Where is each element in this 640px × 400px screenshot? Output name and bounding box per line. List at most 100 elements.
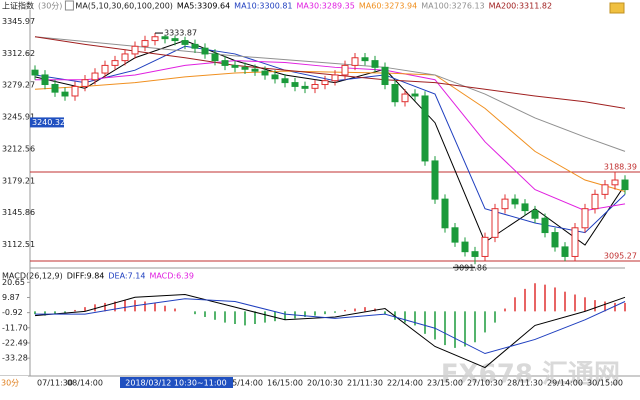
cursor-price: 3240.32 (32, 118, 65, 127)
indicator-box (64, 0, 74, 11)
candle-body (251, 68, 259, 72)
y-tick-label: 3312.62 (2, 49, 35, 58)
x-tick-label: 29/14:00 (547, 379, 583, 388)
candle-body (201, 47, 209, 55)
toolbar-icon[interactable] (609, 2, 625, 14)
candle-body (321, 80, 329, 86)
candle-body (311, 84, 319, 89)
candle-body (51, 84, 59, 93)
indicator-name: MA(5,10,30,60,100,200) (75, 2, 173, 11)
candle-body (91, 72, 99, 81)
candle-body (271, 74, 279, 80)
legend-entry: DIFF:9.84 (67, 272, 105, 281)
y-tick-label: 20.65 (2, 278, 25, 287)
candle-body (71, 85, 79, 97)
candle-body (461, 241, 469, 253)
y-tick-label: -11.70 (2, 323, 28, 332)
candle-body (211, 53, 219, 62)
candle-body (551, 232, 559, 248)
x-tick-label: 30/15:00 (587, 379, 623, 388)
cursor-time: 2018/03/12 10:30~11:00 (125, 379, 226, 388)
candle-body (391, 84, 399, 103)
candle-body (281, 78, 289, 84)
candle-body (591, 193, 599, 210)
watermark: FX678 汇通网 (441, 360, 620, 390)
y-tick-label: 3279.27 (2, 81, 35, 90)
macd-line (34, 293, 626, 369)
candle-body (111, 60, 119, 66)
candle-body (341, 64, 349, 76)
candle-body (531, 210, 539, 219)
candle-body (431, 160, 439, 200)
annotation: 3333.87 (164, 29, 197, 38)
candle-body (471, 251, 479, 257)
y-tick-label: 3145.86 (2, 208, 35, 217)
candle-body (61, 91, 69, 97)
candle-body (581, 208, 589, 229)
candle-body (141, 40, 149, 47)
x-tick-label: 07/11:30 (37, 379, 73, 388)
x-tick-label: 22/14:00 (387, 379, 423, 388)
x-tick-label: 23/15:00 (427, 379, 463, 388)
macd-line (35, 298, 626, 355)
legend-entry: DEA:7.14 (108, 272, 145, 281)
x-tick-label: 27/10:30 (467, 379, 503, 388)
candle-body (241, 66, 249, 70)
y-tick-label: 9.87 (2, 293, 20, 302)
x-tick-label: 21/11:30 (347, 379, 383, 388)
reference-label: 3188.39 (604, 163, 637, 172)
x-tick-label: 16/15:00 (267, 379, 303, 388)
candle-body (221, 60, 229, 66)
candle-body (491, 208, 499, 238)
x-tick-label: 15/14:00 (227, 379, 263, 388)
candle-body (401, 93, 409, 103)
x-tick-label: 08/14:00 (67, 379, 103, 388)
legend-entry: MA60:3273.94 (359, 2, 417, 11)
y-tick-label: 3112.51 (2, 240, 35, 249)
candle-body (371, 60, 379, 68)
candle-body (481, 236, 489, 257)
candle-body (131, 45, 139, 55)
y-tick-label: 3345.97 (2, 17, 35, 26)
reference-label: 3095.27 (604, 251, 637, 260)
ma-line (35, 60, 626, 212)
candle-body (81, 79, 89, 87)
chart-title: 上证指数 (2, 1, 34, 11)
candle-body (231, 64, 239, 68)
candle-body (501, 198, 509, 210)
candle-body (511, 198, 519, 205)
chart-subtitle: (30分) (38, 2, 62, 11)
candle-body (381, 66, 389, 86)
candle-body (31, 69, 39, 76)
candle-body (361, 57, 369, 62)
candle-body (411, 93, 419, 97)
candle-body (451, 227, 459, 243)
candle-body (601, 184, 609, 195)
candle-body (621, 179, 629, 191)
cursor-price-box (30, 117, 64, 128)
candle-body (541, 217, 549, 234)
candle-body (441, 198, 449, 229)
annotation: 3091.86 (454, 264, 487, 273)
candle-body (151, 36, 159, 42)
candle-body (351, 57, 359, 66)
y-tick-label: -22.49 (2, 338, 28, 347)
candle-body (571, 227, 579, 257)
candle-body (291, 82, 299, 87)
y-tick-label: 3212.56 (2, 144, 35, 153)
y-tick-label: -0.92 (2, 308, 23, 317)
candle-body (421, 95, 429, 162)
y-tick-label: 3179.21 (2, 176, 35, 185)
candle-body (101, 64, 109, 74)
candle-body (611, 179, 619, 186)
y-tick-label: -33.28 (2, 354, 28, 363)
cursor-time-box (120, 377, 233, 388)
period-box (0, 376, 28, 388)
candle-body (331, 74, 339, 82)
candle-body (41, 74, 49, 86)
candle-body (171, 38, 179, 42)
period-label: 30分 (1, 379, 19, 388)
candle-body (161, 36, 169, 40)
